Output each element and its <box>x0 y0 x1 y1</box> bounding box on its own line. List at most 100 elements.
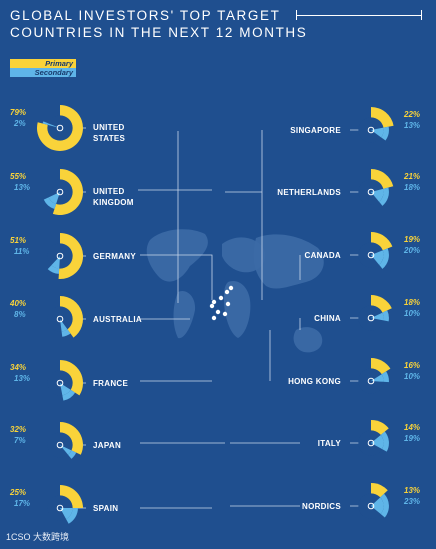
pie-center-australia <box>56 315 64 323</box>
legend: Primary Secondary <box>10 59 76 77</box>
primary-pct-italy: 14% <box>404 423 421 432</box>
secondary-pct-japan: 7% <box>14 436 26 445</box>
secondary-pct-spain: 17% <box>14 499 31 508</box>
primary-pct-united-kingdom: 55% <box>10 172 27 181</box>
primary-pct-germany: 51% <box>10 236 27 245</box>
country-label-united-kingdom: UNITED KINGDOM <box>93 186 134 208</box>
hub-dot-3 <box>224 289 230 295</box>
primary-pct-netherlands: 21% <box>404 172 421 181</box>
map-region-2 <box>173 290 196 339</box>
country-label-canada: CANADA <box>305 250 341 261</box>
pie-center-united-states <box>56 124 64 132</box>
pie-center-china <box>367 314 375 322</box>
footer-logo: 1CSO 大数跨境 <box>6 532 70 542</box>
pie-center-canada <box>367 251 375 259</box>
title-line-1: GLOBAL INVESTORS' TOP TARGET <box>10 8 281 23</box>
title-line-2: COUNTRIES IN THE NEXT 12 MONTHS <box>10 25 308 40</box>
secondary-pct-united-states: 2% <box>14 119 26 128</box>
chart-title: GLOBAL INVESTORS' TOP TARGET COUNTRIES I… <box>10 7 310 41</box>
title-bracket-right <box>421 10 422 20</box>
country-label-line-france-1: FRANCE <box>93 379 129 388</box>
country-label-line-hong-kong-1: HONG KONG <box>288 377 341 386</box>
country-label-australia: AUSTRALIA <box>93 314 142 325</box>
country-label-line-united-states-1: UNITED <box>93 123 125 132</box>
country-label-line-united-kingdom-1: UNITED <box>93 187 125 196</box>
country-label-united-states: UNITED STATES <box>93 122 125 144</box>
hub-dot-5 <box>215 309 221 315</box>
secondary-pct-china: 10% <box>404 309 421 318</box>
secondary-pct-canada: 20% <box>404 246 421 255</box>
country-label-line-spain-1: SPAIN <box>93 504 119 513</box>
primary-pct-singapore: 22% <box>404 110 421 119</box>
country-label-japan: JAPAN <box>93 440 121 451</box>
pie-secondary-inner-australia <box>60 319 68 332</box>
pie-hole-germany <box>47 243 73 269</box>
pie-center-nordics <box>367 502 375 510</box>
secondary-pct-hong-kong: 10% <box>404 372 421 381</box>
primary-pct-france: 34% <box>10 363 27 372</box>
primary-pct-australia: 40% <box>10 299 27 308</box>
pie-secondary-inner-united-kingdom <box>48 192 60 205</box>
pie-secondary-inner-germany <box>51 256 60 269</box>
secondary-pct-australia: 8% <box>14 310 26 319</box>
hub-dot-6 <box>222 311 228 317</box>
primary-pct-spain: 25% <box>10 488 27 497</box>
pie-center-germany <box>56 252 64 260</box>
primary-pct-nordics: 13% <box>404 486 421 495</box>
secondary-pct-italy: 19% <box>404 434 421 443</box>
secondary-pct-netherlands: 18% <box>404 183 421 192</box>
pie-center-france <box>56 379 64 387</box>
primary-pct-canada: 19% <box>404 235 421 244</box>
pie-secondary-inner-hong-kong <box>371 374 384 382</box>
country-label-line-italy-1: ITALY <box>317 439 341 448</box>
hub-line-germany <box>140 254 213 300</box>
hub-dot-7 <box>211 315 217 321</box>
country-label-netherlands: NETHERLANDS <box>277 187 341 198</box>
pie-hole-australia <box>47 306 73 332</box>
pie-center-japan <box>56 441 64 449</box>
title-bracket-line <box>296 15 422 16</box>
hub-dot-1 <box>211 299 217 305</box>
country-label-nordics: NORDICS <box>302 501 341 512</box>
hub-dot-4 <box>228 285 234 291</box>
pie-center-italy <box>367 439 375 447</box>
country-label-line-germany-1: GERMANY <box>93 252 136 261</box>
pie-hole-united-states <box>47 115 73 141</box>
country-label-line-australia-1: AUSTRALIA <box>93 315 142 324</box>
secondary-pct-singapore: 13% <box>404 121 421 130</box>
pie-secondary-inner-nordics <box>371 497 384 515</box>
country-label-spain: SPAIN <box>93 503 118 514</box>
country-label-italy: ITALY <box>318 438 341 449</box>
pie-center-netherlands <box>367 188 375 196</box>
pie-center-spain <box>56 504 64 512</box>
legend-secondary: Secondary <box>10 68 76 77</box>
map-region-4 <box>224 280 251 338</box>
secondary-pct-germany: 11% <box>14 247 30 256</box>
country-label-line-netherlands-1: NETHERLANDS <box>277 188 341 197</box>
country-label-line-china-1: CHINA <box>314 314 341 323</box>
country-label-china: CHINA <box>314 313 341 324</box>
pie-secondary-inner-canada <box>371 250 384 265</box>
pie-center-hong-kong <box>367 377 375 385</box>
pie-center-united-kingdom <box>56 188 64 196</box>
country-label-germany: GERMANY <box>93 251 136 262</box>
country-label-line-nordics-1: NORDICS <box>302 502 341 511</box>
secondary-pct-france: 13% <box>14 374 31 383</box>
primary-pct-hong-kong: 16% <box>404 361 421 370</box>
map-region-6 <box>293 327 323 353</box>
country-label-line-japan-1: JAPAN <box>93 441 122 450</box>
country-label-france: FRANCE <box>93 378 128 389</box>
hub-dot-2 <box>218 295 224 301</box>
secondary-pct-united-kingdom: 13% <box>14 183 31 192</box>
world-map <box>146 229 324 353</box>
pie-secondary-inner-france <box>60 383 71 396</box>
primary-pct-china: 18% <box>404 298 421 307</box>
pie-secondary-inner-spain <box>60 508 73 520</box>
country-label-line-united-states-2: STATES <box>93 134 126 143</box>
secondary-pct-nordics: 23% <box>404 497 421 506</box>
primary-pct-japan: 32% <box>10 425 27 434</box>
country-label-line-united-kingdom-2: KINGDOM <box>93 198 134 207</box>
map-region-5 <box>253 234 324 289</box>
pie-center-singapore <box>367 126 375 134</box>
